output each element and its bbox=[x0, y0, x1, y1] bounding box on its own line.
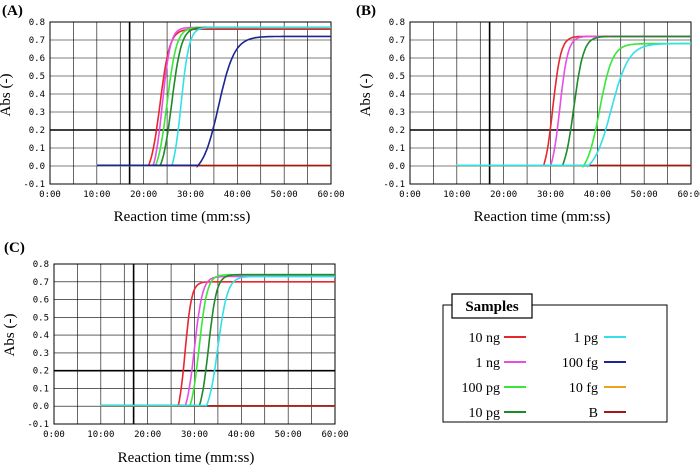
y-tick-label: 0.3 bbox=[33, 349, 49, 359]
x-tick-label: 30:00 bbox=[537, 190, 564, 200]
x-tick-label: 60:00 bbox=[677, 190, 700, 200]
y-tick-label: 0.8 bbox=[33, 260, 49, 270]
x-tick-label: 40:00 bbox=[584, 190, 611, 200]
x-tick-label: 20:00 bbox=[134, 430, 161, 440]
series-line bbox=[456, 42, 691, 168]
x-tick-label: 20:00 bbox=[130, 190, 157, 200]
panel-label-c: (C) bbox=[4, 240, 25, 256]
y-tick-label: -0.1 bbox=[383, 180, 405, 190]
series-line bbox=[100, 275, 335, 407]
x-tick-label: 50:00 bbox=[275, 430, 302, 440]
chart-panel-a: (A) Abs (-) Reaction time (mm:ss) -0.1 0.… bbox=[0, 3, 345, 225]
panel-label-b: (B) bbox=[356, 3, 376, 19]
legend-frame bbox=[442, 304, 668, 423]
y-tick-label: 0.1 bbox=[33, 384, 49, 394]
x-tick-label: 30:00 bbox=[177, 190, 204, 200]
plot-frame-a bbox=[49, 21, 332, 185]
plot-area-b: -0.1 0.0 0.1 0.2 0.3 0.4 0.5 0.6 0.7 0.8 0:00 10:00… bbox=[383, 18, 700, 200]
y-tick-label: 0.4 bbox=[33, 331, 49, 341]
series-line bbox=[456, 35, 691, 167]
plot-frame-c bbox=[53, 263, 336, 425]
legend-label: 100 fg bbox=[562, 356, 598, 371]
x-tick-label: 60:00 bbox=[321, 430, 348, 440]
legend-title-box bbox=[451, 293, 533, 319]
legend-title: Samples bbox=[465, 299, 519, 315]
y-tick-label: 0.7 bbox=[29, 36, 45, 46]
chart-panel-b: (B) Abs (-) Reaction time (mm:ss) -0.1 0.… bbox=[356, 3, 700, 225]
y-tick-label: 0.6 bbox=[29, 54, 45, 64]
y-tick-label: 0.2 bbox=[33, 367, 49, 377]
plot-area-c: -0.1 0.0 0.1 0.2 0.3 0.4 0.5 0.6 0.7 0.8 0:00 10:00… bbox=[27, 260, 348, 440]
y-tick-label: 0.4 bbox=[389, 90, 405, 100]
y-tick-label: 0.1 bbox=[29, 144, 45, 154]
series-line bbox=[100, 281, 335, 407]
plot-area-a: -0.1 0.0 0.1 0.2 0.3 0.4 0.5 0.6 0.7 0.8 0:00 10:00… bbox=[23, 18, 344, 200]
x-tick-label: 60:00 bbox=[317, 190, 344, 200]
chart-panel-c: (C) Abs (-) Reaction time (mm:ss) -0.1 0.… bbox=[2, 240, 349, 466]
y-tick-label: 0.5 bbox=[33, 313, 49, 323]
legend-label: B bbox=[589, 406, 598, 421]
y-tick-label: 0.4 bbox=[29, 90, 45, 100]
y-tick-label: 0.6 bbox=[389, 54, 405, 64]
x-axis-title-b: Reaction time (mm:ss) bbox=[474, 209, 611, 225]
legend-items: 10 ng 1 ng 100 pg 10 pg 1 pg 100 fg 10 fg B bbox=[462, 331, 626, 421]
y-axis-title-b: Abs (-) bbox=[358, 74, 374, 117]
y-tick-label: 0.0 bbox=[29, 162, 45, 172]
x-tick-label: 30:00 bbox=[181, 430, 208, 440]
x-tick-label: 10:00 bbox=[87, 430, 114, 440]
series-line bbox=[100, 273, 335, 407]
legend-label: 100 pg bbox=[462, 381, 501, 396]
series-line bbox=[96, 26, 331, 167]
y-tick-label: 0.2 bbox=[29, 126, 45, 136]
plot-frame-b bbox=[409, 21, 692, 185]
x-tick-label: 20:00 bbox=[490, 190, 517, 200]
y-tick-label: 0.0 bbox=[33, 402, 49, 412]
y-tick-label: 0.2 bbox=[389, 126, 405, 136]
y-tick-label: 0.5 bbox=[389, 72, 405, 82]
x-axis-title-a: Reaction time (mm:ss) bbox=[114, 209, 251, 225]
x-tick-label: 0:00 bbox=[43, 430, 65, 440]
y-axis-title-c: Abs (-) bbox=[2, 314, 18, 357]
x-tick-label: 40:00 bbox=[224, 190, 251, 200]
y-tick-label: 0.6 bbox=[33, 296, 49, 306]
x-tick-label: 40:00 bbox=[228, 430, 255, 440]
y-tick-label: 0.1 bbox=[389, 144, 405, 154]
y-tick-label: 0.5 bbox=[29, 72, 45, 82]
y-tick-label: 0.7 bbox=[389, 36, 405, 46]
y-tick-label: 0.3 bbox=[389, 108, 405, 118]
legend-label: 10 fg bbox=[569, 381, 598, 396]
x-tick-label: 10:00 bbox=[83, 190, 110, 200]
y-tick-label: 0.8 bbox=[389, 18, 405, 28]
x-tick-label: 0:00 bbox=[39, 190, 61, 200]
x-tick-label: 50:00 bbox=[271, 190, 298, 200]
y-tick-label: -0.1 bbox=[23, 180, 45, 190]
x-tick-label: 0:00 bbox=[399, 190, 421, 200]
y-tick-label: 0.8 bbox=[29, 18, 45, 28]
x-tick-label: 50:00 bbox=[631, 190, 658, 200]
y-tick-label: 0.3 bbox=[29, 108, 45, 118]
y-tick-label: -0.1 bbox=[27, 420, 49, 430]
legend-label: 10 ng bbox=[469, 331, 501, 346]
x-axis-title-c: Reaction time (mm:ss) bbox=[118, 450, 255, 466]
y-axis-title-a: Abs (-) bbox=[0, 74, 14, 117]
legend-label: 10 pg bbox=[469, 406, 501, 421]
y-tick-label: 0.7 bbox=[33, 278, 49, 288]
legend-label: 1 ng bbox=[476, 356, 501, 371]
legend-label: 1 pg bbox=[574, 331, 599, 346]
x-tick-label: 10:00 bbox=[443, 190, 470, 200]
panel-label-a: (A) bbox=[2, 3, 23, 19]
series-line bbox=[96, 28, 331, 167]
y-tick-label: 0.0 bbox=[389, 162, 405, 172]
series-line bbox=[96, 35, 331, 169]
